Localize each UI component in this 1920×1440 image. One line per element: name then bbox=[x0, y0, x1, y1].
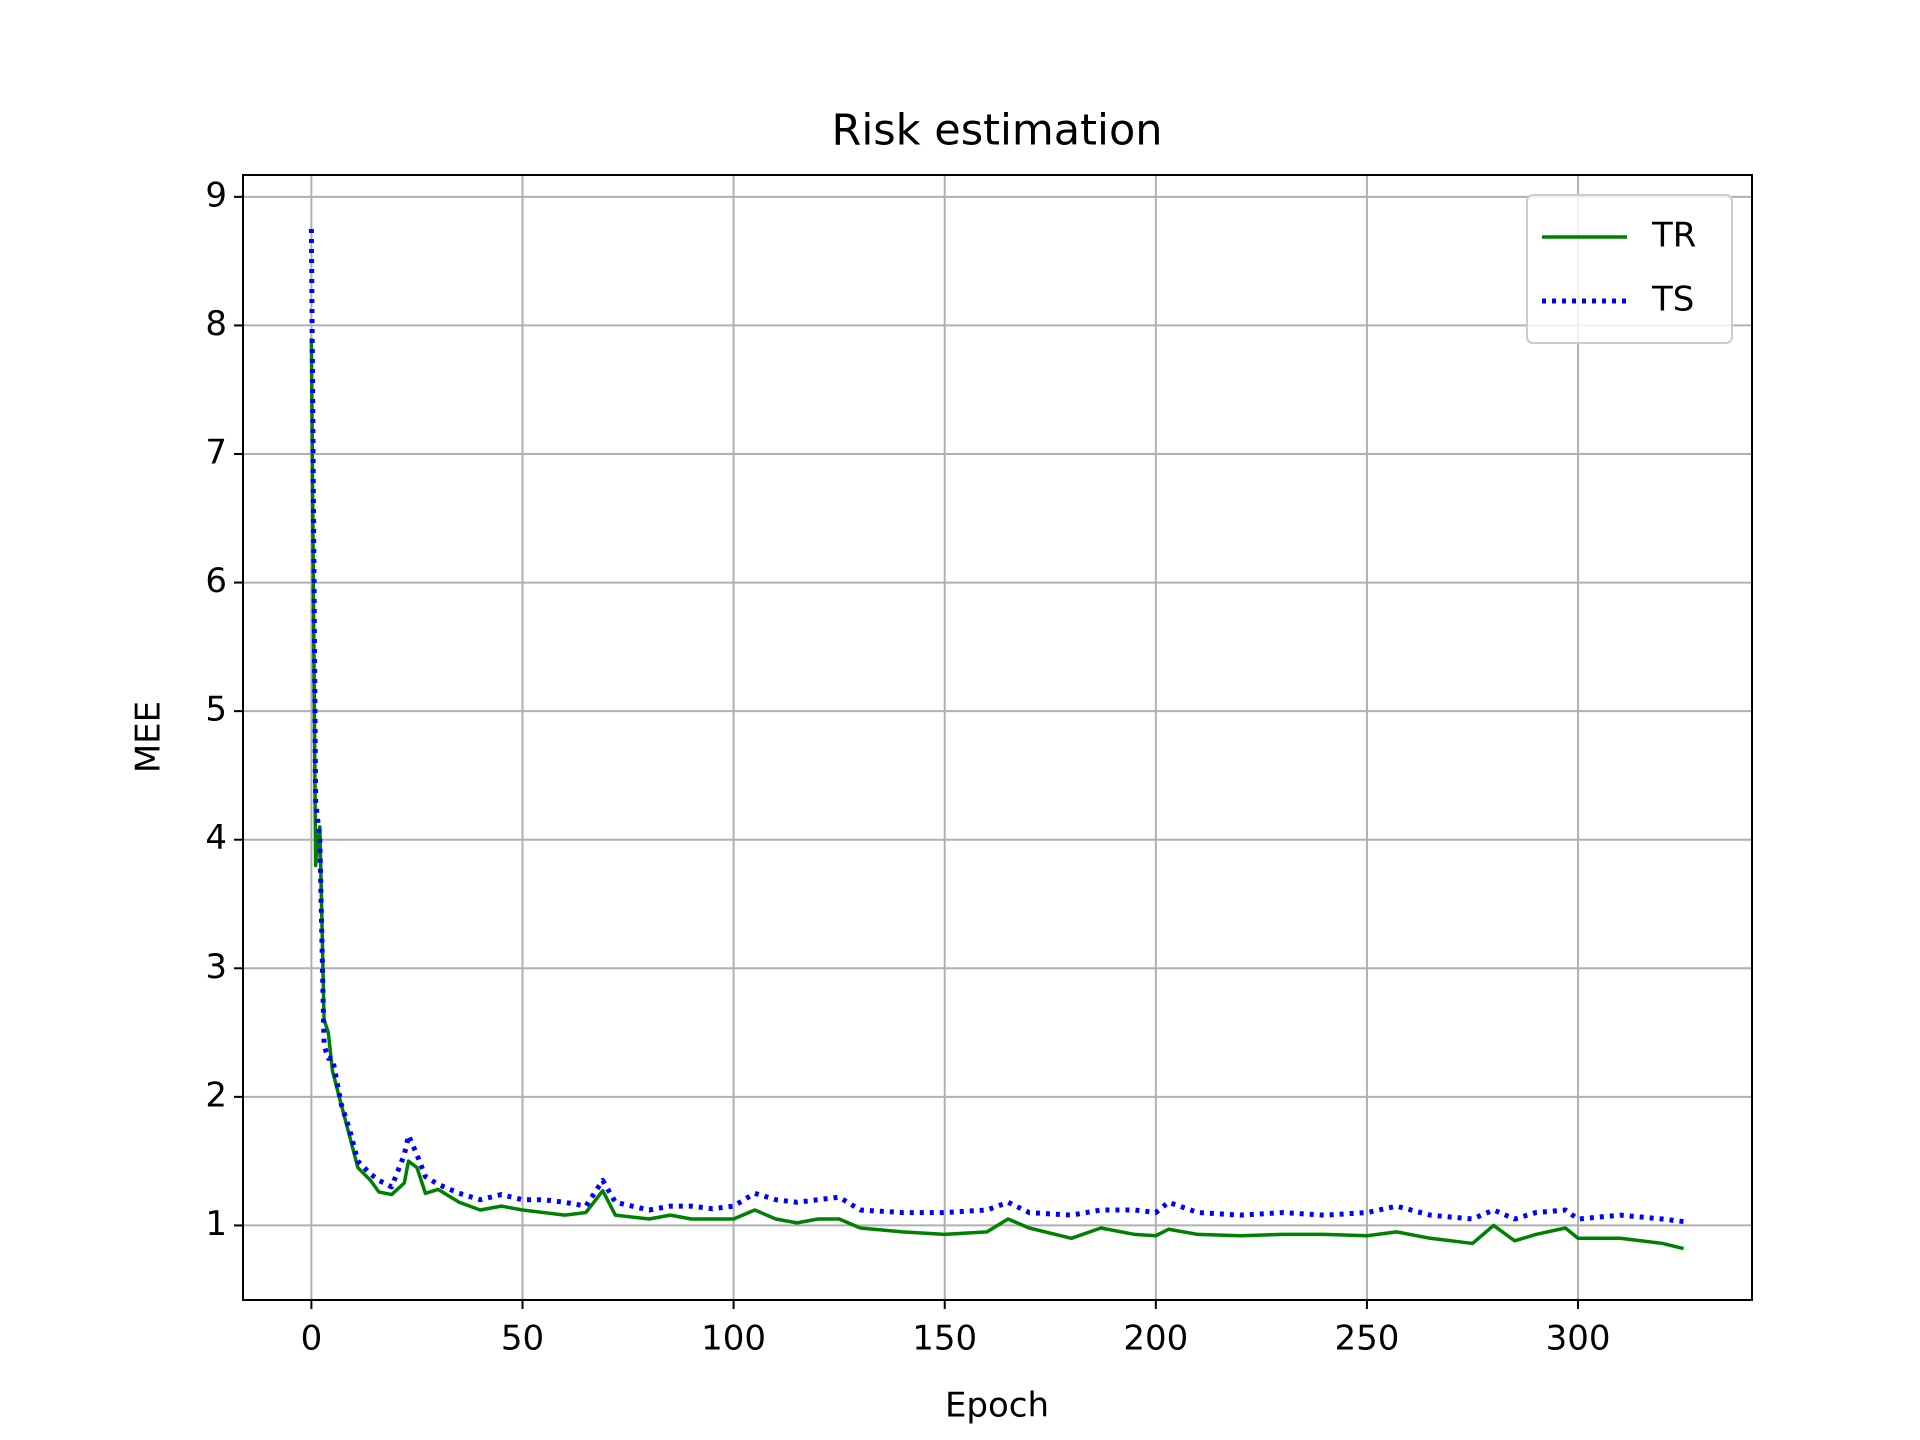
line-series bbox=[309, 338, 1685, 1251]
x-tick-label: 0 bbox=[301, 1319, 323, 1359]
x-tick-label: 150 bbox=[912, 1319, 977, 1359]
y-tick-label: 5 bbox=[205, 690, 227, 730]
legend-label: TR bbox=[1651, 216, 1696, 256]
x-tick-label: 300 bbox=[1546, 1319, 1611, 1359]
x-tick-label: 250 bbox=[1334, 1319, 1399, 1359]
y-tick-label: 3 bbox=[205, 947, 227, 987]
legend-label: TS bbox=[1651, 280, 1694, 320]
y-tick-label: 1 bbox=[205, 1204, 227, 1244]
plot-frame bbox=[242, 174, 1753, 1301]
legend-box bbox=[1526, 194, 1733, 344]
y-tick-label: 7 bbox=[205, 433, 227, 473]
y-tick-label: 2 bbox=[205, 1075, 227, 1115]
y-tick-label: 6 bbox=[205, 561, 227, 601]
y-tick-label: 4 bbox=[205, 818, 227, 858]
y-axis-label: MEE bbox=[129, 701, 169, 773]
y-tick-label: 8 bbox=[205, 304, 227, 344]
x-tick-label: 50 bbox=[501, 1319, 544, 1359]
x-tick-label: 100 bbox=[701, 1319, 766, 1359]
chart-title: Risk estimation bbox=[831, 106, 1162, 156]
x-axis-label: Epoch bbox=[945, 1386, 1049, 1426]
x-tick-label: 200 bbox=[1123, 1319, 1188, 1359]
y-tick-label: 9 bbox=[205, 175, 227, 215]
line-series bbox=[308, 228, 1684, 1225]
